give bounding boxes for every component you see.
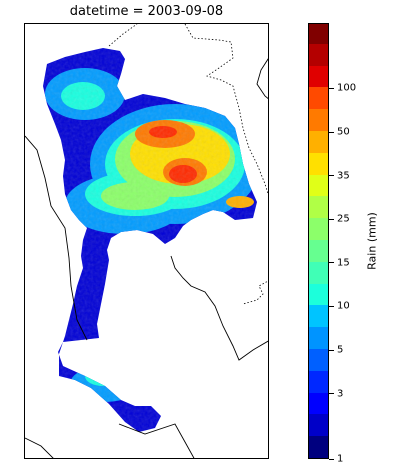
- rain-map-svg: [25, 24, 268, 458]
- colorbar: [308, 23, 329, 459]
- disputed-boundaries: [108, 24, 268, 305]
- colorbar-segment: [309, 304, 328, 328]
- colorbar-segment: [309, 239, 328, 262]
- colorbar-tick-label: 1: [337, 453, 344, 465]
- colorbar-tick: [329, 87, 334, 89]
- colorbar-segment: [309, 370, 328, 393]
- colorbar-tick-label: 50: [337, 126, 350, 138]
- colorbar-tick: [329, 305, 334, 307]
- colorbar-segment: [309, 217, 328, 240]
- colorbar-segment: [309, 65, 328, 88]
- colorbar-segment: [309, 130, 328, 153]
- colorbar-segment: [309, 174, 328, 197]
- colorbar-segment: [309, 152, 328, 175]
- colorbar-tick-label: 15: [337, 257, 350, 269]
- colorbar-segment: [309, 24, 328, 44]
- colorbar-segment: [309, 261, 328, 284]
- colorbar-segment: [309, 43, 328, 66]
- colorbar-segment: [309, 392, 328, 415]
- colorbar-label: Rain (mm): [365, 212, 379, 270]
- colorbar-tick-label: 100: [337, 82, 357, 94]
- colorbar-segment: [309, 435, 328, 458]
- rain-field: [43, 48, 257, 432]
- colorbar-segment: [309, 108, 328, 131]
- colorbar-segment: [309, 283, 328, 306]
- colorbar-tick: [329, 393, 334, 395]
- rain-map: [24, 23, 269, 459]
- map-title: datetime = 2003-09-08: [69, 4, 224, 19]
- colorbar-tick: [329, 175, 334, 177]
- colorbar-tick: [329, 349, 334, 351]
- colorbar-segment: [309, 348, 328, 371]
- country-boundaries: [25, 58, 268, 458]
- colorbar-tick: [329, 458, 334, 460]
- colorbar-tick-label: 35: [337, 170, 350, 182]
- colorbar-tick-label: 25: [337, 213, 350, 225]
- colorbar-segment: [309, 326, 328, 349]
- colorbar-tick: [329, 131, 334, 133]
- colorbar-tick-label: 10: [337, 300, 350, 312]
- colorbar-segment: [309, 413, 328, 437]
- colorbar-tick: [329, 218, 334, 220]
- colorbar-segment: [309, 86, 328, 110]
- colorbar-tick-label: 3: [337, 388, 344, 400]
- colorbar-tick: [329, 262, 334, 264]
- colorbar-tick-label: 5: [337, 344, 344, 356]
- colorbar-segment: [309, 195, 328, 219]
